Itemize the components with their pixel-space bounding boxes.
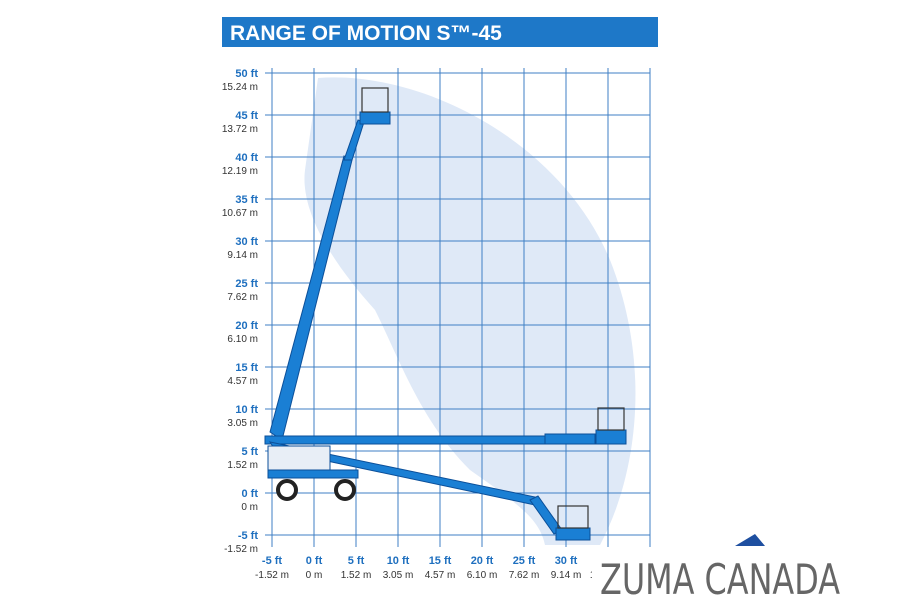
platform-rails <box>361 87 625 529</box>
y-tick-m: 6.10 m <box>227 334 258 345</box>
y-tick-ft: 35 ft <box>235 194 258 206</box>
x-tick-m: 1.52 m <box>341 570 372 581</box>
logo: ZUMA CANADA <box>600 555 840 600</box>
y-tick-ft: 45 ft <box>235 110 258 122</box>
x-tick-m: 0 m <box>306 570 323 581</box>
x-tick-m: 6.10 m <box>467 570 498 581</box>
y-tick-ft: -5 ft <box>238 530 259 542</box>
y-tick-m: 7.62 m <box>227 292 258 303</box>
x-tick-ft: 30 ft <box>555 555 578 567</box>
y-tick-m: 10.67 m <box>222 208 258 219</box>
x-tick-m: 9.14 m <box>551 570 582 581</box>
y-tick-ft: 25 ft <box>235 278 258 290</box>
y-tick-m: 9.14 m <box>227 250 258 261</box>
y-tick-m: 3.05 m <box>227 418 258 429</box>
x-tick-m: 3.05 m <box>383 570 414 581</box>
logo-backdrop <box>592 548 848 600</box>
y-tick-m: 15.24 m <box>222 82 258 93</box>
x-tick-ft: 15 ft <box>429 555 452 567</box>
y-tick-m: 0 m <box>241 502 258 513</box>
logo-mark <box>735 534 765 546</box>
wheels <box>276 479 356 501</box>
x-tick-ft: -5 ft <box>262 555 283 567</box>
x-tick-ft: 25 ft <box>513 555 536 567</box>
y-tick-m: -1.52 m <box>224 544 258 555</box>
work-envelope <box>304 77 636 545</box>
y-tick-ft: 5 ft <box>242 446 259 458</box>
y-tick-ft: 40 ft <box>235 152 258 164</box>
y-tick-m: 12.19 m <box>222 166 258 177</box>
y-tick-ft: 15 ft <box>235 362 258 374</box>
lift-machine <box>264 111 627 541</box>
x-tick-m: 7.62 m <box>509 570 540 581</box>
x-tick-m: 4.57 m <box>425 570 456 581</box>
x-tick-ft: 10 ft <box>387 555 410 567</box>
y-tick-ft: 30 ft <box>235 236 258 248</box>
x-tick-ft: 20 ft <box>471 555 494 567</box>
y-tick-m: 1.52 m <box>227 460 258 471</box>
y-tick-ft: 10 ft <box>235 404 258 416</box>
y-tick-m: 13.72 m <box>222 124 258 135</box>
y-tick-ft: 20 ft <box>235 320 258 332</box>
y-tick-ft: 0 ft <box>242 488 259 500</box>
x-tick-ft: 0 ft <box>306 555 323 567</box>
title-bar <box>222 17 658 47</box>
title: RANGE OF MOTION S™-45 <box>230 22 502 45</box>
x-tick-ft: 5 ft <box>348 555 365 567</box>
y-tick-m: 4.57 m <box>227 376 258 387</box>
y-tick-ft: 50 ft <box>235 68 258 80</box>
x-tick-m: -1.52 m <box>255 570 289 581</box>
